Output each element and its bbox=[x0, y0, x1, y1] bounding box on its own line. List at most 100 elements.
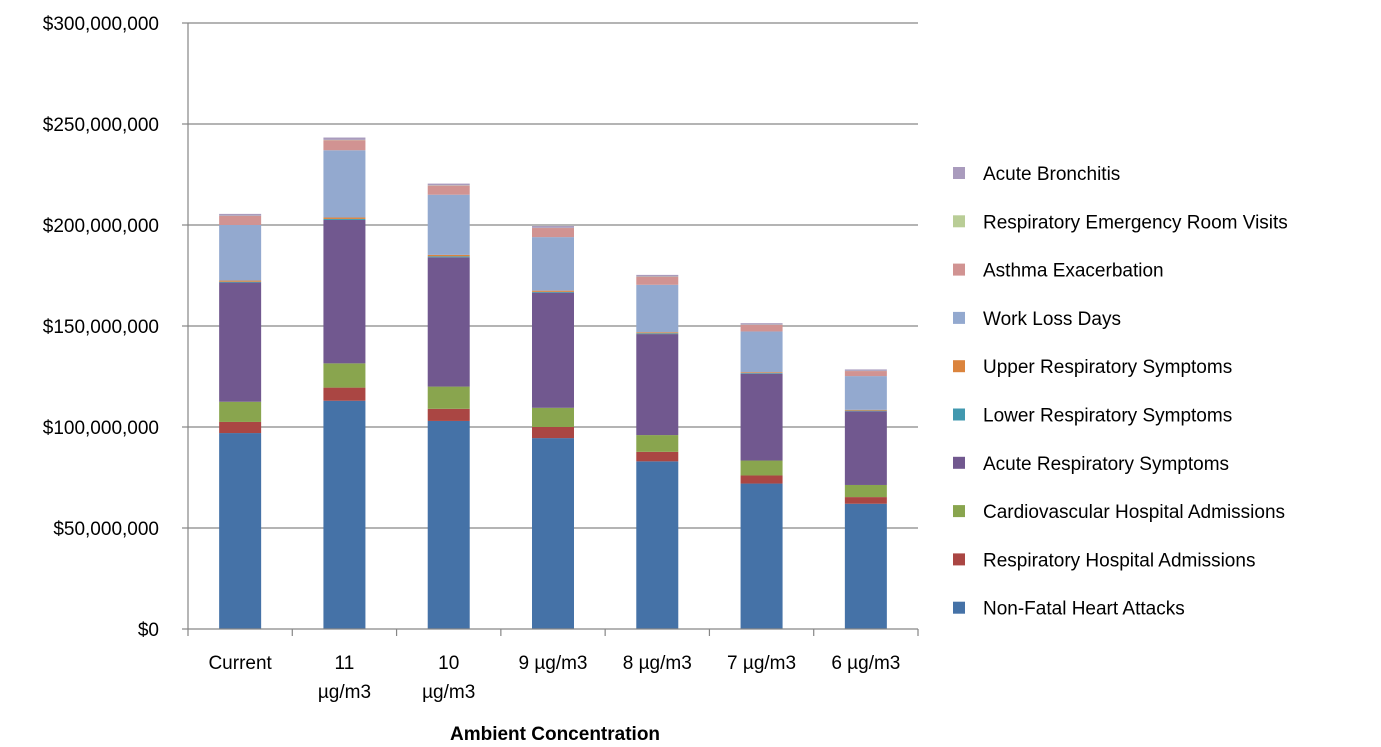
legend-label: Respiratory Hospital Admissions bbox=[983, 550, 1255, 571]
legend-label: Work Loss Days bbox=[983, 309, 1121, 330]
x-tick-label: µg/m3 bbox=[318, 682, 371, 703]
bar-segment bbox=[219, 280, 262, 282]
bar-segment bbox=[636, 435, 679, 452]
y-tick-label: $150,000,000 bbox=[43, 317, 159, 338]
bar-segment bbox=[323, 150, 366, 218]
legend-swatch bbox=[953, 215, 965, 228]
bar-segment bbox=[219, 401, 262, 422]
bar-segment bbox=[636, 332, 679, 334]
legend-swatch bbox=[953, 167, 965, 179]
legend-label: Non-Fatal Heart Attacks bbox=[983, 599, 1185, 620]
x-axis-tick-labels: Current 11 µg/m3 10 µg/m3 9 µg/m3 8 µg/m3 7 µg/… bbox=[208, 653, 900, 703]
bar-segment bbox=[844, 409, 887, 411]
bar-segment bbox=[740, 331, 783, 373]
bar-segment bbox=[740, 460, 783, 476]
y-tick-label: $250,000,000 bbox=[43, 115, 159, 136]
legend: Acute Bronchitis Respiratory Emergency Ro… bbox=[953, 164, 1288, 620]
bar-segment bbox=[323, 219, 366, 364]
bar-segment bbox=[219, 421, 262, 434]
bar-segment bbox=[844, 503, 887, 629]
bar-segment bbox=[844, 371, 887, 377]
bar-segment bbox=[323, 400, 366, 629]
bar-segment bbox=[740, 483, 783, 629]
bar-segment bbox=[427, 420, 470, 629]
bar-segment bbox=[427, 256, 470, 258]
bar-segment bbox=[532, 292, 574, 408]
bar-segment bbox=[219, 282, 262, 402]
x-tick-label: µg/m3 bbox=[422, 682, 475, 703]
bar-segment bbox=[636, 276, 679, 285]
y-axis-tick-labels: $0 $50,000,000 $100,000,000 $150,000,000 $20… bbox=[43, 14, 159, 641]
y-tick-label: $100,000,000 bbox=[43, 418, 159, 439]
bar-segment bbox=[844, 376, 887, 410]
legend-label: Respiratory Emergency Room Visits bbox=[983, 212, 1288, 233]
bar-segment bbox=[532, 226, 574, 228]
bar-segment bbox=[219, 213, 262, 216]
bar-segment bbox=[740, 475, 783, 484]
bar-segment bbox=[636, 451, 679, 462]
bar-segment bbox=[532, 228, 574, 238]
bar-segment bbox=[219, 281, 262, 283]
bar-segment bbox=[636, 334, 679, 436]
y-tick-label: $200,000,000 bbox=[43, 216, 159, 237]
legend-swatch bbox=[953, 263, 965, 276]
bar-segment bbox=[636, 284, 679, 333]
bar-segment bbox=[427, 386, 470, 409]
bar-segment bbox=[427, 185, 470, 195]
bar-segment bbox=[427, 254, 470, 257]
bar-segment bbox=[219, 215, 262, 225]
bar-segment bbox=[532, 237, 574, 291]
y-tick-label: $50,000,000 bbox=[53, 519, 159, 540]
x-tick-label: 6 µg/m3 bbox=[831, 653, 900, 674]
legend-swatch bbox=[953, 553, 965, 566]
bar-segment bbox=[740, 373, 783, 461]
legend-swatch bbox=[953, 505, 965, 518]
bar-segment bbox=[323, 387, 366, 401]
bar-segment bbox=[740, 323, 783, 325]
bar-segment bbox=[844, 410, 887, 412]
legend-label: Acute Respiratory Symptoms bbox=[983, 454, 1229, 475]
x-tick-label: 8 µg/m3 bbox=[623, 653, 692, 674]
x-tick-label: 7 µg/m3 bbox=[727, 653, 796, 674]
bar-segment bbox=[427, 194, 470, 255]
bar-segment bbox=[323, 363, 366, 388]
legend-swatch bbox=[953, 408, 965, 421]
bar-segment bbox=[219, 433, 262, 629]
bar-segment bbox=[740, 372, 783, 374]
bar-segment bbox=[844, 484, 887, 498]
bar-segment bbox=[740, 324, 783, 332]
bar-segment bbox=[532, 407, 574, 427]
x-axis-title: Ambient Concentration bbox=[450, 724, 660, 745]
bar-segment bbox=[323, 137, 366, 140]
bar-segment bbox=[532, 290, 574, 292]
bar-segment bbox=[844, 497, 887, 504]
legend-label: Acute Bronchitis bbox=[983, 164, 1120, 185]
bar-segment bbox=[844, 369, 887, 371]
legend-swatch bbox=[953, 456, 965, 469]
legend-label: Upper Respiratory Symptoms bbox=[983, 357, 1232, 378]
bar-segment bbox=[532, 427, 574, 439]
x-tick-label: 9 µg/m3 bbox=[518, 653, 587, 674]
bar-segment bbox=[636, 333, 679, 335]
bar-segment bbox=[323, 218, 366, 220]
y-tick-label: $0 bbox=[138, 620, 159, 641]
bar-segment bbox=[636, 274, 679, 277]
bars bbox=[219, 137, 887, 629]
bar-segment bbox=[323, 217, 366, 219]
bar-segment bbox=[532, 438, 574, 629]
legend-swatch bbox=[953, 311, 965, 324]
axes bbox=[182, 22, 919, 636]
legend-swatch bbox=[953, 360, 965, 373]
legend-label: Asthma Exacerbation bbox=[983, 261, 1164, 282]
x-tick-label: 10 bbox=[438, 653, 459, 674]
bar-segment bbox=[427, 183, 470, 186]
bar-segment bbox=[532, 291, 574, 293]
bar-segment bbox=[323, 140, 366, 151]
bar-segment bbox=[427, 257, 470, 387]
bar-segment bbox=[219, 225, 262, 281]
legend-label: Cardiovascular Hospital Admissions bbox=[983, 502, 1285, 523]
bar-segment bbox=[740, 373, 783, 374]
x-tick-label: Current bbox=[208, 653, 272, 674]
y-tick-label: $300,000,000 bbox=[43, 14, 159, 35]
